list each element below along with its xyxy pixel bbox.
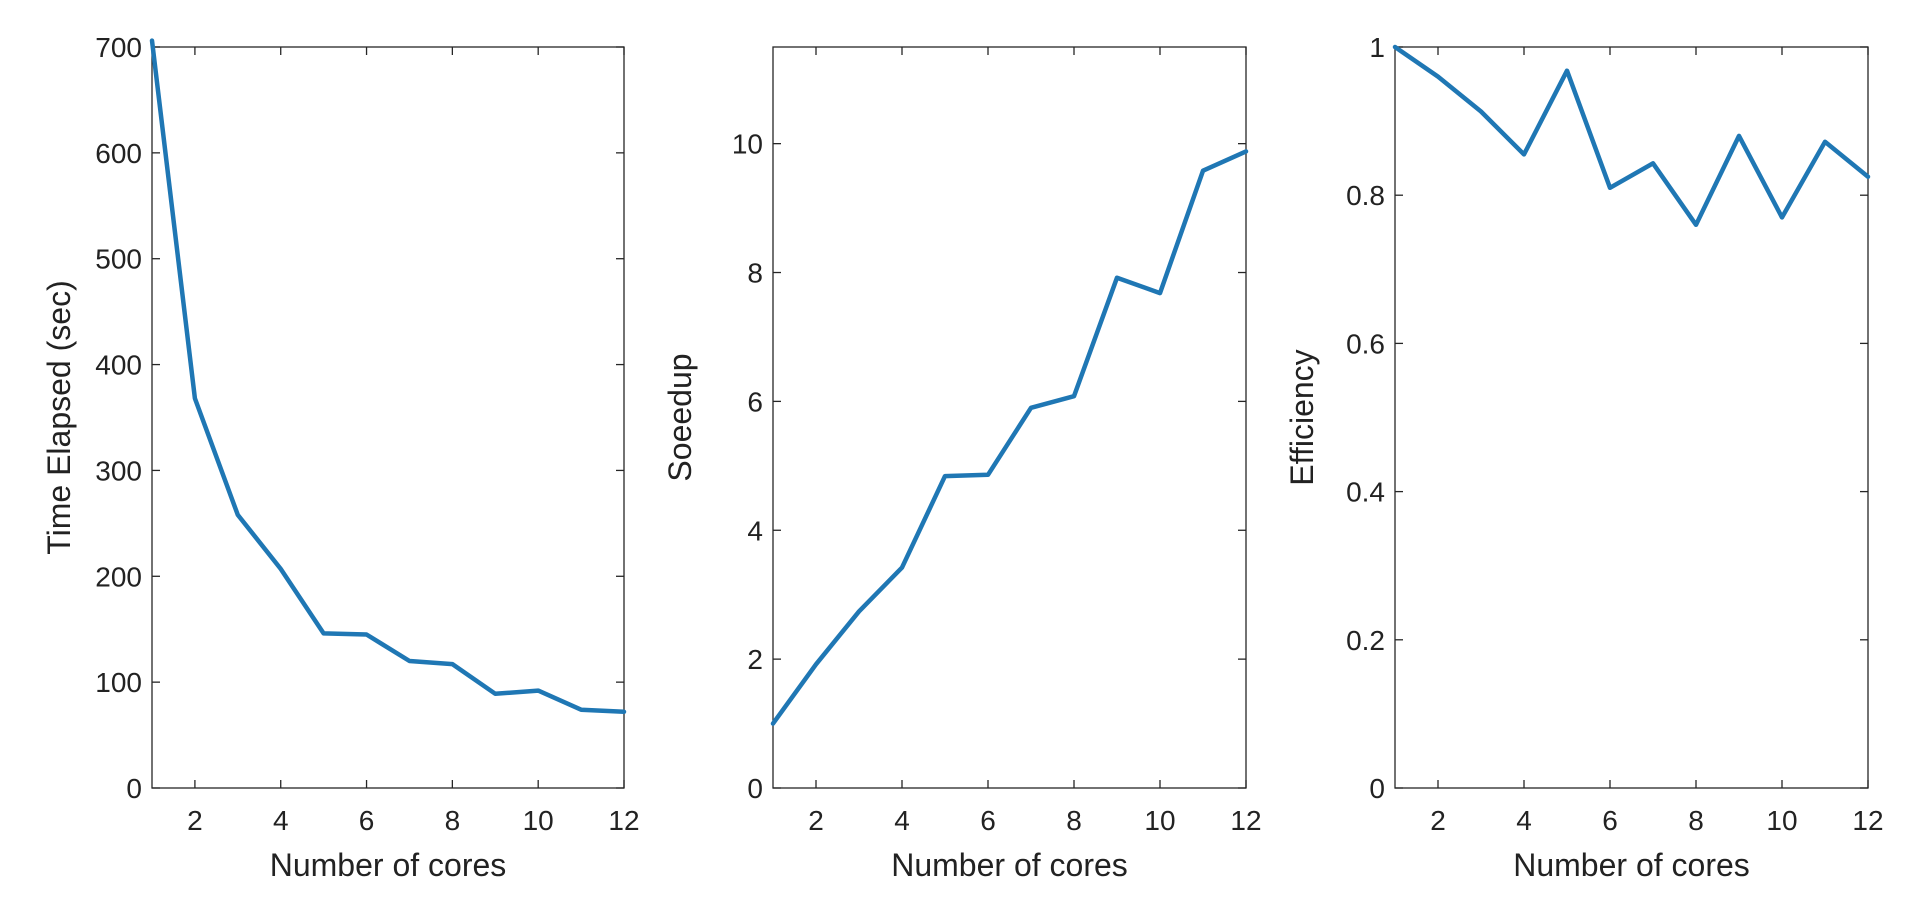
- time-ytick-label: 700: [95, 32, 142, 63]
- speedup-xtick-label: 8: [1066, 805, 1082, 836]
- efficiency-ytick-label: 0.2: [1346, 625, 1385, 656]
- speedup-data-point: [1072, 394, 1077, 399]
- time-xtick-label: 6: [359, 805, 375, 836]
- efficiency-xtick-label: 2: [1430, 805, 1446, 836]
- time-ytick-label: 400: [95, 350, 142, 381]
- time-axes-box: [151, 46, 625, 789]
- efficiency-ytick-label: 0.6: [1346, 328, 1385, 359]
- speedup-data-point: [986, 472, 991, 477]
- speedup-xtick-label: 10: [1144, 805, 1175, 836]
- efficiency-data-point: [1565, 68, 1570, 73]
- time-elapsed-panel: 2 4 6 8 10 12 0 100 200 300 400 500 600 700 Number of …: [41, 32, 640, 883]
- efficiency-xtick-label: 6: [1602, 805, 1618, 836]
- time-x-axis-label: Number of cores: [270, 847, 507, 883]
- speedup-xtick-label: 4: [894, 805, 910, 836]
- time-xtick-label: 10: [523, 805, 554, 836]
- efficiency-data-point: [1866, 174, 1871, 179]
- speedup-y-axis-label: Soeedup: [662, 353, 698, 481]
- efficiency-y-axis-label: Efficiency: [1284, 349, 1320, 485]
- efficiency-data-point: [1694, 222, 1699, 227]
- time-data-point: [364, 632, 369, 637]
- time-y-axis-label: Time Elapsed (sec): [41, 280, 77, 554]
- speedup-ytick-label: 0: [747, 773, 763, 804]
- speedup-ytick-label: 4: [747, 515, 763, 546]
- efficiency-ytick-label: 0: [1369, 773, 1385, 804]
- time-data-point: [192, 396, 197, 401]
- time-xtick-label: 8: [445, 805, 461, 836]
- speedup-xtick-label: 6: [980, 805, 996, 836]
- speedup-series-line: [770, 149, 1249, 726]
- time-ytick-label: 0: [126, 773, 142, 804]
- time-xtick-label: 12: [608, 805, 639, 836]
- efficiency-x-axis-label: Number of cores: [1513, 847, 1750, 883]
- speedup-data-point: [900, 565, 905, 570]
- time-ytick-label: 600: [95, 138, 142, 169]
- time-data-point: [493, 691, 498, 696]
- speedup-xtick-label: 12: [1230, 805, 1261, 836]
- time-series-line: [149, 38, 627, 715]
- efficiency-panel: 2 4 6 8 10 12 0 0.2 0.4 0.6 0.8 1 Number of cores Eff…: [1284, 32, 1884, 883]
- efficiency-data-point: [1823, 139, 1828, 144]
- speedup-data-point: [1029, 405, 1034, 410]
- speedup-data-point: [771, 721, 776, 726]
- speedup-ytick-label: 6: [747, 386, 763, 417]
- time-ytick-label: 500: [95, 244, 142, 275]
- speedup-panel: 2 4 6 8 10 12 0 2 4 6 8 10 Number of cores Soeedup: [662, 46, 1262, 883]
- efficiency-series-line: [1392, 44, 1871, 228]
- time-data-point: [579, 707, 584, 712]
- speedup-data-point: [1158, 291, 1163, 296]
- efficiency-ytick-label: 0.4: [1346, 477, 1385, 508]
- time-data-point: [407, 658, 412, 663]
- efficiency-data-point: [1737, 133, 1742, 138]
- speedup-xtick-label: 2: [808, 805, 824, 836]
- speedup-x-axis-label: Number of cores: [891, 847, 1128, 883]
- speedup-data-point: [1201, 168, 1206, 173]
- time-ytick-label: 100: [95, 667, 142, 698]
- speedup-ytick-label: 2: [747, 644, 763, 675]
- efficiency-xtick-label: 10: [1766, 805, 1797, 836]
- time-data-point: [278, 566, 283, 571]
- efficiency-axes-box: [1394, 46, 1869, 789]
- speedup-data-point: [1115, 275, 1120, 280]
- time-data-point: [235, 512, 240, 517]
- speedup-data-point: [1244, 149, 1249, 154]
- speedup-data-point: [943, 474, 948, 479]
- efficiency-data-point: [1479, 109, 1484, 114]
- efficiency-data-point: [1608, 185, 1613, 190]
- efficiency-data-point: [1780, 215, 1785, 220]
- speedup-axes-box: [772, 46, 1247, 789]
- efficiency-data-point: [1393, 45, 1398, 50]
- time-data-point: [622, 709, 627, 714]
- speedup-ytick-label: 8: [747, 258, 763, 289]
- speedup-data-point: [814, 662, 819, 667]
- speedup-ytick-label: 10: [732, 129, 763, 160]
- time-xtick-label: 2: [187, 805, 203, 836]
- efficiency-data-point: [1651, 161, 1656, 166]
- efficiency-xtick-label: 4: [1516, 805, 1532, 836]
- time-data-point: [321, 631, 326, 636]
- efficiency-data-point: [1522, 152, 1527, 157]
- efficiency-ytick-label: 0.8: [1346, 180, 1385, 211]
- speedup-data-point: [857, 609, 862, 614]
- time-data-point: [450, 662, 455, 667]
- efficiency-data-point: [1436, 74, 1441, 79]
- time-data-point: [150, 38, 155, 43]
- time-ytick-label: 200: [95, 561, 142, 592]
- efficiency-xtick-label: 8: [1688, 805, 1704, 836]
- time-ytick-label: 300: [95, 455, 142, 486]
- time-xtick-label: 4: [273, 805, 289, 836]
- time-data-point: [536, 688, 541, 693]
- efficiency-xtick-label: 12: [1852, 805, 1883, 836]
- efficiency-ytick-label: 1: [1369, 32, 1385, 63]
